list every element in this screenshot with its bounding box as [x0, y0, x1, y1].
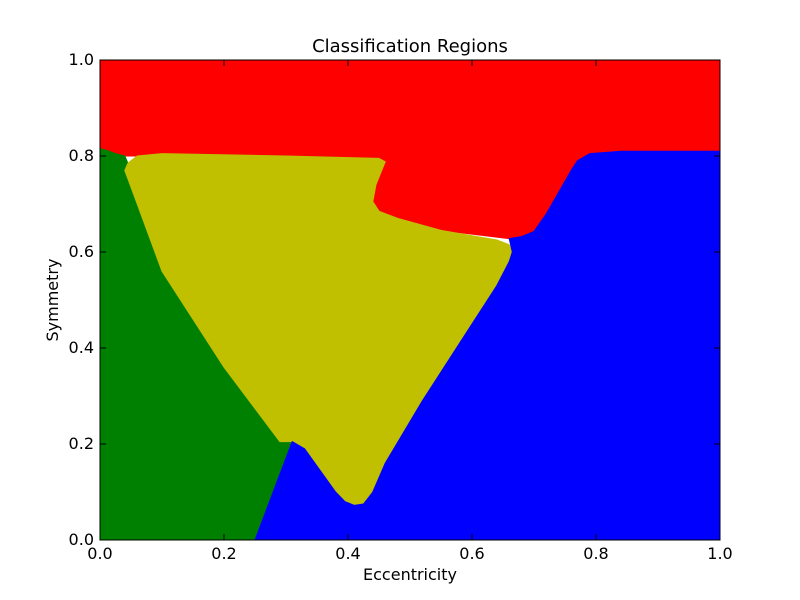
plot-frame — [99, 59, 721, 541]
region-blue — [254, 150, 721, 541]
y-tick-label: 0.2 — [69, 434, 94, 453]
x-axis-label: Eccentricity — [363, 565, 457, 584]
x-tick-label: 1.0 — [707, 544, 732, 563]
y-tick-label: 0.8 — [69, 146, 94, 165]
y-tick-label: 1.0 — [69, 50, 94, 69]
y-tick-label: 0.6 — [69, 242, 94, 261]
y-axis: 0.0 0.2 0.4 0.6 0.8 1.0 — [69, 50, 720, 549]
plot-area — [99, 59, 721, 541]
region-layer — [99, 59, 721, 541]
y-axis-label: Symmetry — [43, 259, 62, 342]
x-tick-label: 0.8 — [583, 544, 608, 563]
x-tick-label: 0.2 — [211, 544, 236, 563]
y-tick-label: 0.0 — [69, 530, 94, 549]
chart-title: Classification Regions — [312, 36, 508, 57]
x-tick-label: 0.6 — [459, 544, 484, 563]
x-axis: 0.0 0.2 0.4 0.6 0.8 1.0 — [87, 60, 733, 563]
x-tick-label: 0.0 — [87, 544, 112, 563]
x-tick-label: 0.4 — [335, 544, 360, 563]
y-tick-label: 0.4 — [69, 338, 94, 357]
